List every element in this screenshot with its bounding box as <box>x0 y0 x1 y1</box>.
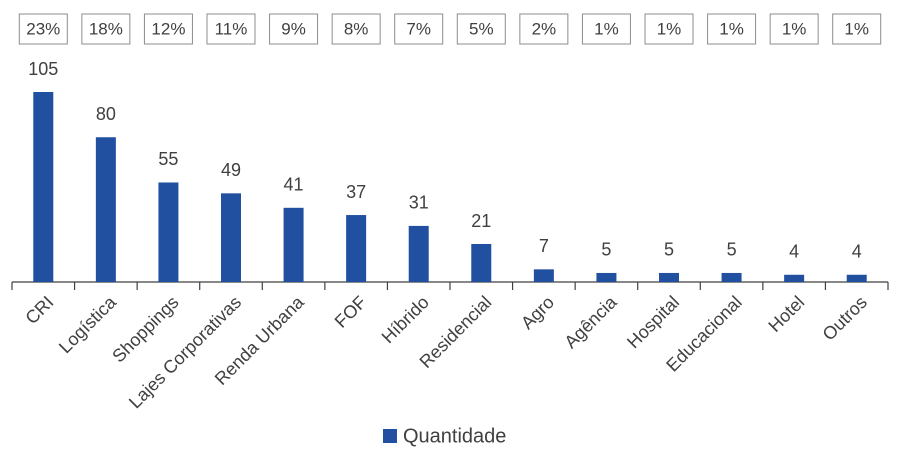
share-box <box>331 13 381 45</box>
x-tick-label: Outros <box>819 292 871 344</box>
legend-swatch <box>383 429 397 443</box>
value-label: 41 <box>284 175 304 195</box>
share-box <box>394 13 444 45</box>
share-box <box>456 13 506 45</box>
bar <box>471 244 492 282</box>
share-label: 1% <box>594 19 619 38</box>
share-box <box>18 13 68 45</box>
share-label: 8% <box>344 19 369 38</box>
x-tick-label: Hotel <box>764 292 808 336</box>
share-box <box>581 13 631 45</box>
bar <box>95 137 116 282</box>
bar <box>283 207 304 282</box>
bar <box>846 274 867 282</box>
x-tick-label: Agro <box>517 292 558 333</box>
bar <box>721 272 742 282</box>
x-tick-label: CRI <box>21 292 57 328</box>
share-label: 1% <box>844 19 869 38</box>
share-label: 5% <box>469 19 494 38</box>
bar <box>408 225 429 282</box>
share-box <box>206 13 256 45</box>
value-label: 49 <box>221 160 241 180</box>
value-label: 37 <box>346 182 366 202</box>
share-label: 2% <box>532 19 557 38</box>
share-box <box>81 13 131 45</box>
share-label: 12% <box>151 19 185 38</box>
x-tick-label: Agência <box>560 291 621 352</box>
share-box <box>269 13 319 45</box>
share-box <box>519 13 569 45</box>
bar <box>533 269 554 282</box>
share-label: 1% <box>657 19 682 38</box>
value-label: 80 <box>96 104 116 124</box>
bar <box>784 274 805 282</box>
share-box <box>832 13 882 45</box>
value-label: 5 <box>601 240 611 260</box>
share-label: 7% <box>406 19 431 38</box>
share-box <box>644 13 694 45</box>
x-tick-label: FOF <box>331 292 371 332</box>
x-tick-label: Híbrido <box>378 292 433 347</box>
share-label: 9% <box>281 19 306 38</box>
share-label: 1% <box>782 19 807 38</box>
bar <box>221 193 241 282</box>
x-tick-label: Lajes Corporativas <box>125 292 245 412</box>
value-label: 55 <box>158 149 178 169</box>
bar <box>158 182 179 282</box>
value-label: 5 <box>727 240 737 260</box>
value-label: 7 <box>539 236 549 256</box>
value-label: 5 <box>664 240 674 260</box>
x-tick-label: Logística <box>55 291 121 357</box>
value-label: 105 <box>28 59 58 79</box>
share-box <box>769 13 819 45</box>
x-tick-label: Hospital <box>623 292 683 352</box>
share-label: 1% <box>719 19 744 38</box>
value-label: 4 <box>789 242 799 262</box>
legend-label: Quantidade <box>403 425 506 447</box>
bar <box>33 92 54 282</box>
bar <box>596 272 617 282</box>
share-box <box>143 13 193 45</box>
bar <box>346 215 367 282</box>
value-label: 31 <box>409 193 429 213</box>
share-label: 18% <box>89 19 123 38</box>
share-label: 11% <box>215 19 248 38</box>
bar <box>659 272 679 282</box>
share-box <box>707 13 757 45</box>
value-label: 4 <box>852 242 862 262</box>
share-label: 23% <box>26 19 60 38</box>
value-label: 21 <box>471 211 491 231</box>
